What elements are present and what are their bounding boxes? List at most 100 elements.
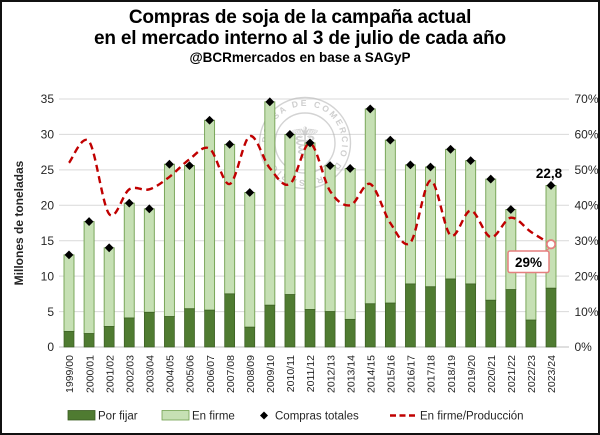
- bar-en-firme: [83, 221, 95, 334]
- chart-titles: Compras de soja de la campaña actual en …: [2, 7, 598, 65]
- bar-por-fijar: [63, 331, 75, 348]
- total-diamond-marker: [124, 198, 134, 208]
- right-axis-tick-label: 0%: [575, 340, 593, 354]
- bar-por-fijar: [545, 287, 557, 348]
- legend-label-compras-totales: Compras totales: [275, 411, 359, 423]
- bar-por-fijar: [425, 286, 436, 348]
- total-diamond-marker: [265, 97, 275, 107]
- left-axis-tick-label: 20: [41, 198, 55, 212]
- bar-en-firme: [123, 202, 135, 319]
- x-axis-category-label: 2002/03: [124, 355, 136, 393]
- x-axis-category-label: 2010/11: [285, 355, 297, 392]
- bar-en-firme: [224, 143, 236, 295]
- bar-por-fijar: [485, 299, 497, 348]
- bar-por-fijar: [405, 283, 416, 348]
- left-axis-tick-label: 35: [41, 92, 55, 106]
- ratio-callout: 29%: [507, 247, 550, 274]
- bar-por-fijar: [264, 304, 276, 348]
- bar-por-fijar: [344, 319, 356, 348]
- bar-por-fijar: [204, 309, 215, 348]
- total-diamond-marker: [506, 205, 516, 214]
- x-axis-category-label: 2005/06: [185, 355, 197, 393]
- left-axis-tick-label: 10: [41, 269, 55, 283]
- x-axis-category-label: 2018/19: [446, 355, 458, 393]
- legend-swatch-por-fijar: [67, 410, 96, 421]
- bar-en-firme: [344, 167, 356, 320]
- total-diamond-marker: [305, 138, 315, 148]
- right-axis-tick-label: 50%: [575, 163, 599, 177]
- bar-en-firme: [103, 247, 115, 327]
- right-axis-tick-label: 20%: [575, 269, 599, 283]
- bar-en-firme: [364, 108, 376, 305]
- x-axis-category-label: 2004/05: [165, 355, 177, 393]
- bar-por-fijar: [304, 309, 316, 348]
- bar-en-firme: [485, 178, 497, 301]
- left-axis-tick-label: 30: [41, 128, 55, 142]
- x-axis-category-label: 2016/17: [406, 355, 418, 393]
- x-axis-category-label: 2013/14: [345, 355, 357, 393]
- legend-swatch-en-firme: [161, 410, 190, 421]
- x-axis-category-label: 2017/18: [426, 355, 438, 393]
- x-axis-category-label: 2003/04: [145, 355, 157, 393]
- bar-en-firme: [324, 165, 336, 313]
- bar-en-firme: [304, 142, 316, 310]
- bar-por-fijar: [505, 289, 517, 348]
- ratio-callout-label: 29%: [515, 255, 542, 270]
- x-axis-category-label: 2019/20: [466, 355, 478, 393]
- x-axis-category-label: 2023/24: [546, 355, 558, 393]
- bar-por-fijar: [284, 294, 296, 348]
- x-axis-category-label: 2008/09: [245, 355, 257, 393]
- right-axis-tick-label: 60%: [575, 128, 599, 142]
- bar-por-fijar: [123, 317, 135, 348]
- bar-por-fijar: [103, 326, 115, 348]
- x-axis-category-label: 2011/12: [305, 355, 317, 392]
- total-diamond-marker: [466, 156, 476, 166]
- total-diamond-marker: [426, 162, 435, 172]
- legend-label-ratio: En firme/Producción: [420, 411, 524, 423]
- y-axis-title: Millones de toneladas: [12, 160, 26, 285]
- bar-en-firme: [284, 133, 296, 296]
- left-axis-tick-label: 25: [41, 163, 55, 177]
- right-axis-tick-label: 70%: [575, 92, 599, 106]
- bar-por-fijar: [364, 303, 376, 348]
- total-diamond-marker: [365, 104, 375, 114]
- legend-diamond-icon: [260, 411, 268, 420]
- total-diamond-marker: [285, 130, 295, 139]
- x-axis-category-label: 2000/01: [84, 355, 96, 393]
- bar-en-firme: [184, 165, 195, 310]
- total-diamond-marker: [385, 135, 395, 145]
- x-axis-category-label: 2001/02: [104, 355, 116, 393]
- x-axis-category-label: 2009/10: [265, 355, 277, 393]
- x-axis-category-label: 2012/13: [325, 355, 337, 393]
- bar-en-firme: [525, 266, 537, 321]
- chart-title-line2: en el mercado interno al 3 de julio de c…: [94, 28, 506, 49]
- bar-en-firme: [63, 254, 75, 332]
- total-diamond-marker: [406, 160, 415, 170]
- total-diamond-marker: [486, 174, 496, 184]
- x-axis-category-label: 2022/23: [526, 355, 538, 393]
- x-axis-category-label: 2021/22: [506, 355, 518, 393]
- bar-por-fijar: [83, 333, 95, 348]
- legend-label-en-firme: En firme: [192, 411, 235, 423]
- x-axis-category-label: 1999/00: [64, 355, 76, 393]
- chart-legend: Por fijar En firme Compras totales En fi…: [67, 410, 524, 423]
- chart-title-line1: Compras de soja de la campaña actual: [128, 7, 472, 28]
- bar-en-firme: [505, 209, 517, 291]
- bar-en-firme: [445, 148, 457, 280]
- x-axis-category-label: 2015/16: [386, 355, 398, 393]
- total-diamond-marker: [84, 217, 94, 226]
- bar-por-fijar: [224, 293, 236, 348]
- x-axis-category-label: 2014/15: [365, 355, 377, 393]
- bar-en-firme: [404, 164, 416, 285]
- chart-source-line: @BCRmercados en base a SAGyP: [189, 50, 411, 65]
- bar-por-fijar: [143, 311, 155, 348]
- total-diamond-marker: [205, 115, 214, 125]
- ratio-endpoint-marker: [545, 239, 557, 250]
- ratio-dashed-line: [68, 134, 552, 246]
- bar-por-fijar: [384, 302, 396, 348]
- last-total-data-label: 22,8: [536, 166, 563, 181]
- total-diamond-marker: [546, 181, 556, 190]
- total-diamond-marker: [446, 144, 455, 154]
